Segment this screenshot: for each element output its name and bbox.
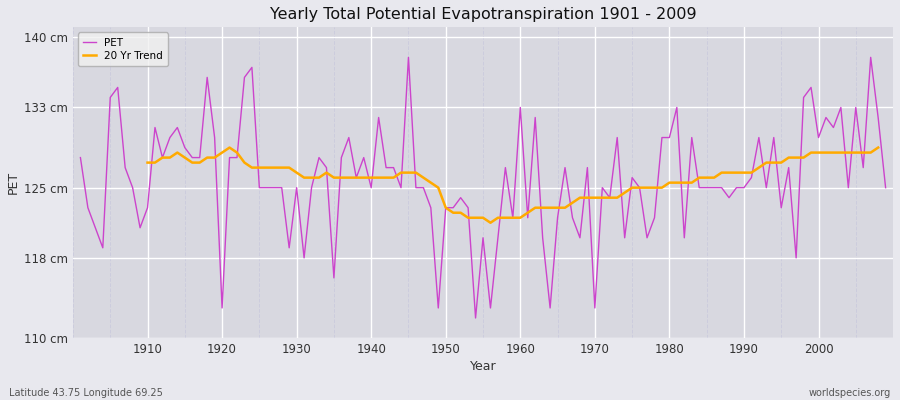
20 Yr Trend: [873, 145, 884, 150]
PET: [880, 185, 891, 190]
PET: [135, 225, 146, 230]
20 Yr Trend: [522, 210, 533, 215]
PET: [470, 316, 481, 320]
PET: [75, 155, 86, 160]
PET: [403, 55, 414, 60]
20 Yr Trend: [142, 160, 153, 165]
Y-axis label: PET: PET: [7, 171, 20, 194]
20 Yr Trend: [321, 170, 332, 175]
Title: Yearly Total Potential Evapotranspiration 1901 - 2009: Yearly Total Potential Evapotranspiratio…: [270, 7, 697, 22]
Line: 20 Yr Trend: 20 Yr Trend: [148, 148, 878, 223]
Legend: PET, 20 Yr Trend: PET, 20 Yr Trend: [78, 32, 168, 66]
20 Yr Trend: [374, 175, 384, 180]
Line: PET: PET: [80, 57, 886, 318]
PET: [619, 235, 630, 240]
PET: [522, 215, 533, 220]
PET: [530, 115, 541, 120]
20 Yr Trend: [485, 220, 496, 225]
Text: worldspecies.org: worldspecies.org: [809, 388, 891, 398]
X-axis label: Year: Year: [470, 360, 496, 373]
PET: [299, 256, 310, 260]
Text: Latitude 43.75 Longitude 69.25: Latitude 43.75 Longitude 69.25: [9, 388, 163, 398]
20 Yr Trend: [224, 145, 235, 150]
20 Yr Trend: [544, 205, 555, 210]
PET: [344, 135, 355, 140]
20 Yr Trend: [344, 175, 355, 180]
20 Yr Trend: [731, 170, 742, 175]
